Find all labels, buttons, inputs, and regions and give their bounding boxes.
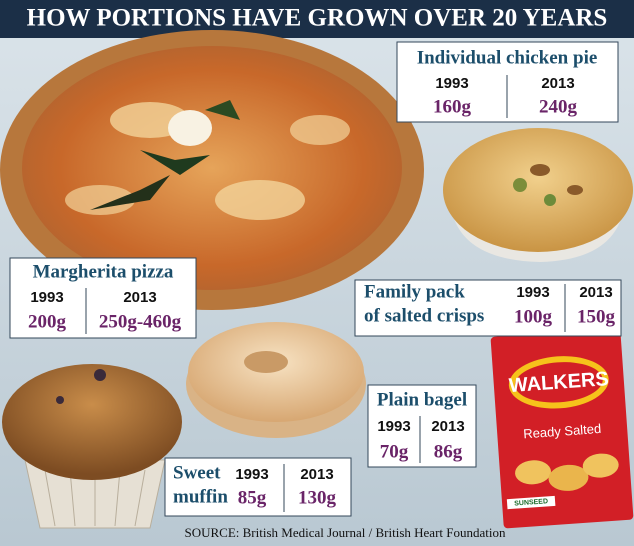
item-name: of salted crisps bbox=[364, 305, 484, 326]
year: 1993 bbox=[377, 418, 410, 435]
packet-flavour: Ready Salted bbox=[523, 421, 602, 441]
crisps-packet-image: WALKERS Ready Salted SUNSEED bbox=[490, 328, 634, 529]
muffin-image bbox=[2, 364, 182, 529]
year: 2013 bbox=[431, 418, 464, 435]
item-name: Margherita pizza bbox=[33, 261, 174, 282]
portion: 86g bbox=[434, 441, 463, 462]
year: 1993 bbox=[235, 466, 268, 483]
bagel-image bbox=[186, 322, 366, 438]
portion: 250g-460g bbox=[99, 311, 182, 332]
portion: 240g bbox=[539, 96, 578, 117]
portion: 100g bbox=[514, 306, 553, 327]
year: 1993 bbox=[435, 75, 468, 92]
label-box bbox=[354, 279, 622, 337]
portion: 160g bbox=[433, 96, 472, 117]
year: 1993 bbox=[30, 289, 63, 306]
label-box bbox=[164, 457, 352, 517]
year: 2013 bbox=[300, 466, 333, 483]
source: SOURCE: British Medical Journal / Britis… bbox=[184, 525, 506, 540]
portion: 85g bbox=[238, 487, 267, 508]
portion: 130g bbox=[298, 487, 337, 508]
item-name: muffin bbox=[173, 486, 228, 507]
title: HOW PORTIONS HAVE GROWN OVER 20 YEARS bbox=[27, 5, 608, 32]
pizza-image bbox=[0, 30, 424, 310]
label-box bbox=[9, 257, 197, 339]
year: 2013 bbox=[541, 75, 574, 92]
portion: 200g bbox=[28, 311, 67, 332]
title-bar bbox=[0, 0, 634, 38]
year: 2013 bbox=[579, 284, 612, 301]
portion: 150g bbox=[577, 306, 616, 327]
item-name: Plain bagel bbox=[377, 389, 467, 410]
pie-image bbox=[443, 128, 633, 262]
year: 1993 bbox=[516, 284, 549, 301]
item-name: Family pack bbox=[364, 281, 465, 302]
label-box bbox=[367, 384, 477, 468]
item-name: Individual chicken pie bbox=[417, 47, 598, 68]
portion: 70g bbox=[380, 441, 409, 462]
year: 2013 bbox=[123, 289, 156, 306]
packet-badge: SUNSEED bbox=[514, 498, 548, 507]
item-name: Sweet bbox=[173, 462, 221, 483]
